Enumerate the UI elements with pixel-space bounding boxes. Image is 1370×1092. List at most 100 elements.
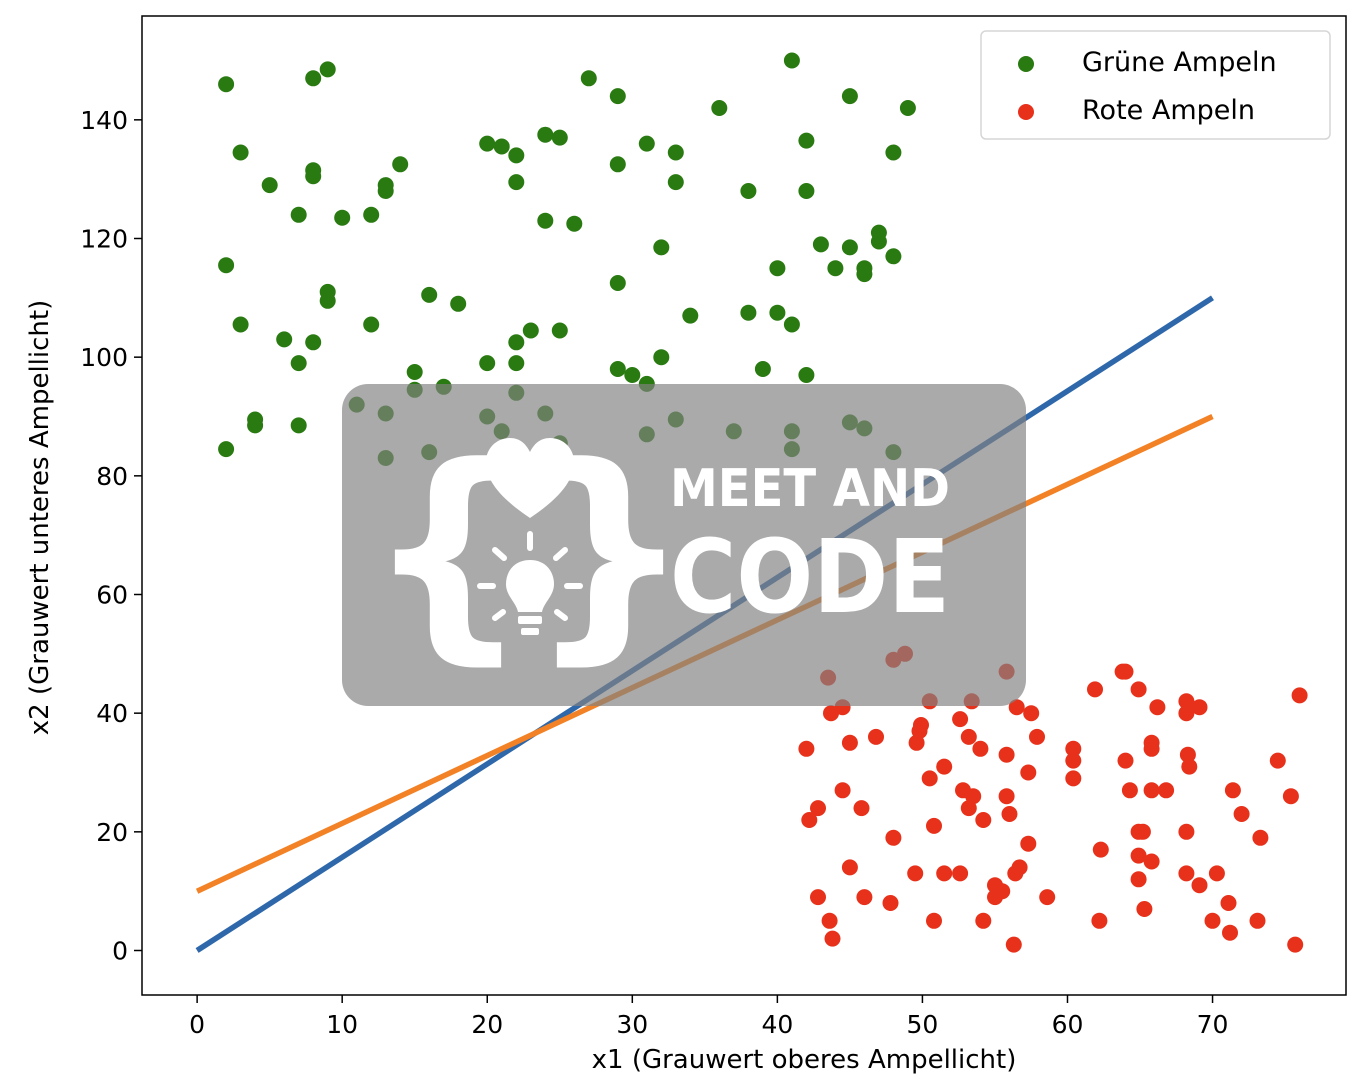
data-point-s1-36 — [965, 788, 982, 805]
y-tick-label: 40 — [96, 699, 128, 728]
data-point-s1-28 — [936, 865, 953, 882]
data-point-s0-93 — [899, 100, 916, 116]
data-point-s1-60 — [1091, 912, 1108, 929]
data-point-s0-11 — [334, 209, 351, 226]
data-point-s0-42 — [580, 70, 597, 87]
data-point-s0-35 — [493, 138, 510, 155]
data-point-s1-58 — [1087, 681, 1103, 698]
data-point-s1-83 — [1191, 699, 1208, 716]
data-point-s1-70 — [1136, 901, 1153, 917]
data-point-s0-13 — [218, 257, 235, 274]
data-point-s1-18 — [882, 895, 899, 911]
data-point-s1-74 — [1143, 853, 1160, 870]
heart-icon — [486, 438, 574, 518]
data-point-s0-90 — [885, 248, 902, 265]
data-point-s0-25 — [247, 417, 264, 434]
data-point-s1-55 — [1065, 740, 1082, 757]
data-point-s1-22 — [913, 717, 929, 733]
data-point-s1-57 — [1065, 770, 1082, 787]
legend-label-0: Grüne Ampeln — [1082, 47, 1277, 78]
data-point-s0-79 — [798, 367, 815, 383]
data-point-s0-67 — [711, 100, 728, 116]
data-point-s1-89 — [1224, 782, 1241, 799]
data-point-s0-2 — [261, 177, 278, 194]
data-point-s0-92 — [841, 88, 858, 105]
x-tick-label: 40 — [761, 1010, 793, 1039]
x-tick-label: 30 — [616, 1010, 648, 1039]
data-point-s0-72 — [769, 260, 786, 277]
x-tick-label: 10 — [326, 1010, 358, 1039]
data-point-s1-25 — [926, 817, 942, 834]
data-point-s0-49 — [609, 275, 626, 291]
data-point-s1-50 — [1020, 764, 1037, 781]
data-point-s0-51 — [522, 322, 539, 339]
data-point-s0-38 — [537, 126, 554, 143]
data-point-s1-90 — [1233, 806, 1250, 822]
data-point-s0-78 — [812, 236, 829, 253]
data-point-s1-94 — [1282, 788, 1299, 805]
data-point-s1-95 — [1287, 936, 1304, 953]
data-point-s1-26 — [926, 912, 942, 929]
data-point-s1-84 — [1191, 877, 1208, 894]
data-point-s1-14 — [868, 728, 884, 745]
data-point-s0-3 — [305, 70, 322, 87]
data-point-s0-37 — [508, 174, 525, 191]
data-point-s1-52 — [1023, 705, 1040, 722]
data-point-s0-83 — [841, 239, 858, 256]
data-point-s1-79 — [1179, 746, 1196, 763]
x-tick-label: 20 — [471, 1010, 503, 1039]
data-point-s1-59 — [1092, 841, 1109, 858]
data-point-s0-22 — [450, 295, 467, 312]
legend-box — [980, 30, 1331, 140]
data-point-s1-64 — [1121, 782, 1138, 799]
data-point-s0-26 — [290, 417, 307, 434]
data-point-s1-68 — [1130, 871, 1147, 888]
data-point-s0-17 — [305, 334, 322, 351]
data-point-s0-63 — [653, 349, 670, 366]
data-point-s0-9 — [377, 183, 394, 199]
data-point-s0-91 — [885, 144, 902, 161]
data-point-s1-37 — [975, 812, 992, 828]
data-point-s1-53 — [1029, 728, 1045, 745]
data-point-s0-54 — [508, 355, 525, 372]
data-point-s0-10 — [290, 206, 307, 223]
data-point-s0-77 — [798, 183, 815, 199]
y-tick-label: 20 — [96, 818, 128, 847]
data-point-s0-47 — [667, 174, 684, 191]
data-point-s0-0 — [218, 76, 235, 93]
data-point-s0-46 — [667, 144, 684, 161]
data-point-s0-36 — [508, 147, 525, 164]
data-point-s0-52 — [551, 322, 568, 339]
data-point-s1-77 — [1178, 693, 1195, 710]
data-point-s0-53 — [479, 355, 496, 372]
data-point-s0-70 — [754, 361, 771, 377]
y-tick-label: 0 — [112, 937, 128, 966]
plot-frame — [141, 15, 1347, 996]
data-point-s1-6 — [810, 889, 826, 906]
data-point-s0-12 — [363, 206, 380, 223]
data-point-s0-4 — [319, 61, 336, 78]
data-point-s1-13 — [856, 889, 873, 906]
x-tick-label: 70 — [1197, 1010, 1229, 1039]
data-point-s0-75 — [783, 52, 800, 69]
data-point-s1-44 — [998, 788, 1015, 805]
data-point-s1-4 — [801, 812, 818, 828]
data-point-s1-33 — [972, 740, 989, 757]
data-point-s1-87 — [1220, 895, 1237, 911]
data-point-s0-15 — [276, 331, 293, 348]
data-point-s1-88 — [1222, 924, 1238, 941]
y-tick-label: 80 — [96, 462, 128, 491]
data-point-s0-44 — [609, 156, 626, 173]
data-point-s0-60 — [609, 361, 626, 377]
data-point-s1-86 — [1208, 865, 1225, 882]
data-point-s0-41 — [566, 215, 583, 232]
legend: Grüne Ampeln Rote Ampeln — [980, 30, 1331, 140]
data-point-s0-39 — [551, 129, 568, 146]
data-point-s1-96 — [1291, 687, 1308, 704]
axes: 0 10 20 30 40 50 60 70 0 20 40 60 80 100 120 140 x1 (Gra… — [25, 15, 1347, 1075]
data-point-s0-73 — [769, 304, 786, 321]
data-point-s1-38 — [975, 912, 992, 929]
data-point-s1-30 — [952, 711, 969, 728]
data-point-s0-30 — [406, 364, 423, 380]
